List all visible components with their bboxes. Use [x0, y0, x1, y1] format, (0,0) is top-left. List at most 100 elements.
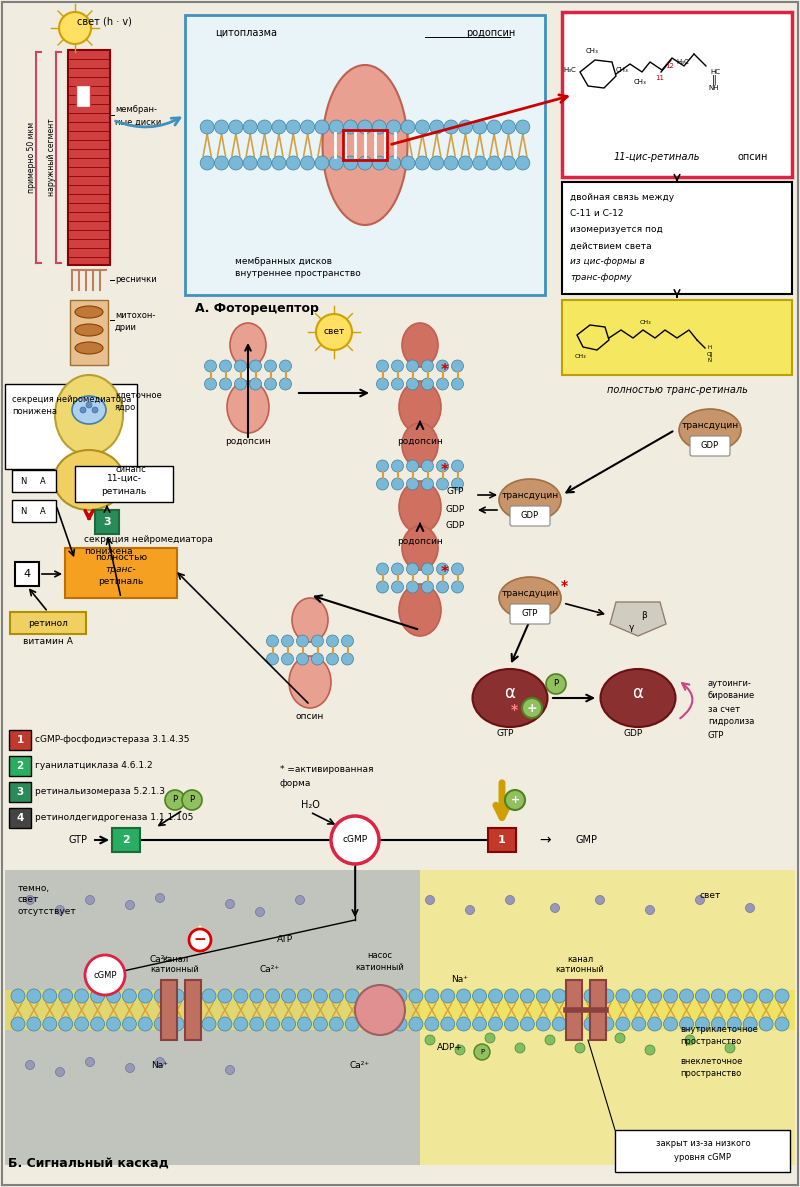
Text: CH₃: CH₃: [574, 355, 586, 360]
Circle shape: [344, 155, 358, 170]
Text: гидролиза: гидролиза: [708, 717, 754, 726]
Text: трансдуцин: трансдуцин: [682, 421, 738, 431]
Circle shape: [391, 563, 403, 575]
Circle shape: [86, 1058, 94, 1066]
Circle shape: [409, 989, 423, 1003]
Circle shape: [615, 1033, 625, 1043]
Circle shape: [266, 653, 278, 665]
Text: секреция нейромедиатора: секреция нейромедиатора: [12, 395, 131, 405]
Circle shape: [301, 155, 314, 170]
Circle shape: [568, 989, 582, 1003]
Circle shape: [645, 1045, 655, 1055]
Circle shape: [234, 377, 246, 391]
Circle shape: [27, 989, 41, 1003]
Circle shape: [451, 461, 463, 472]
Text: С-11 и С-12: С-11 и С-12: [570, 209, 623, 218]
Circle shape: [377, 580, 389, 594]
Text: GDP: GDP: [521, 512, 539, 521]
Text: ATP: ATP: [277, 935, 293, 945]
Text: CH₃: CH₃: [616, 66, 629, 72]
Circle shape: [415, 155, 430, 170]
Text: за счет: за счет: [708, 705, 740, 713]
Circle shape: [342, 653, 354, 665]
Circle shape: [170, 989, 184, 1003]
Ellipse shape: [499, 480, 561, 521]
Text: Б. Сигнальный каскад: Б. Сигнальный каскад: [8, 1157, 169, 1170]
Circle shape: [314, 1017, 327, 1032]
Circle shape: [616, 1017, 630, 1032]
Circle shape: [154, 1017, 168, 1032]
Circle shape: [458, 155, 473, 170]
Ellipse shape: [75, 342, 103, 354]
Circle shape: [282, 1017, 295, 1032]
Circle shape: [584, 989, 598, 1003]
Circle shape: [297, 653, 309, 665]
Circle shape: [466, 906, 474, 914]
Text: Ca²⁺: Ca²⁺: [350, 1060, 370, 1069]
Circle shape: [27, 1017, 41, 1032]
Circle shape: [487, 120, 501, 134]
Text: 12: 12: [666, 63, 674, 69]
Text: трансдуцин: трансдуцин: [502, 491, 558, 501]
Text: +: +: [526, 702, 538, 715]
Circle shape: [727, 1017, 742, 1032]
Circle shape: [437, 461, 449, 472]
Text: GDP: GDP: [623, 729, 642, 737]
FancyBboxPatch shape: [12, 470, 56, 491]
Circle shape: [74, 989, 89, 1003]
Circle shape: [266, 989, 280, 1003]
FancyBboxPatch shape: [510, 506, 550, 526]
Text: канал: канал: [162, 956, 188, 965]
Text: трансдуцин: трансдуцин: [502, 590, 558, 598]
Text: ретиналь: ретиналь: [102, 488, 146, 496]
Circle shape: [746, 903, 754, 913]
Circle shape: [441, 989, 454, 1003]
Text: 1: 1: [16, 735, 24, 745]
Circle shape: [258, 155, 271, 170]
Circle shape: [451, 563, 463, 575]
Circle shape: [377, 1017, 391, 1032]
Circle shape: [11, 1017, 25, 1032]
Circle shape: [218, 1017, 232, 1032]
Ellipse shape: [499, 577, 561, 618]
Text: темно,: темно,: [18, 883, 50, 893]
Text: Ca²⁺: Ca²⁺: [150, 956, 170, 965]
Text: из цис-формы в: из цис-формы в: [570, 258, 645, 267]
Circle shape: [282, 989, 295, 1003]
Text: H₃C: H₃C: [563, 66, 576, 72]
Circle shape: [90, 1017, 105, 1032]
Text: *: *: [441, 362, 449, 377]
Circle shape: [695, 895, 705, 904]
FancyBboxPatch shape: [9, 756, 31, 776]
Text: примерно 50 мкм: примерно 50 мкм: [27, 122, 37, 193]
FancyBboxPatch shape: [76, 85, 90, 107]
Circle shape: [355, 985, 405, 1035]
Circle shape: [182, 791, 202, 810]
Circle shape: [80, 407, 86, 413]
Text: cGMP: cGMP: [94, 971, 117, 979]
Circle shape: [311, 635, 323, 647]
Text: дрии: дрии: [115, 323, 137, 331]
Text: Na⁺: Na⁺: [151, 1060, 169, 1069]
Circle shape: [106, 1017, 121, 1032]
Circle shape: [126, 901, 134, 909]
Ellipse shape: [399, 584, 441, 636]
FancyBboxPatch shape: [185, 980, 201, 1040]
Text: мембранных дисков: мембранных дисков: [235, 256, 332, 266]
Text: −: −: [194, 933, 206, 947]
Circle shape: [487, 155, 501, 170]
Circle shape: [520, 1017, 534, 1032]
Text: катионный: катионный: [556, 965, 604, 975]
Circle shape: [711, 989, 726, 1003]
FancyBboxPatch shape: [562, 300, 792, 375]
Circle shape: [451, 478, 463, 490]
Circle shape: [170, 1017, 184, 1032]
Text: P: P: [480, 1049, 484, 1055]
Circle shape: [430, 155, 444, 170]
Circle shape: [243, 155, 258, 170]
Text: H
C‖
N: H C‖ N: [707, 345, 714, 362]
Circle shape: [422, 360, 434, 372]
Circle shape: [202, 1017, 216, 1032]
Circle shape: [473, 155, 486, 170]
Text: * =активированная: * =активированная: [280, 766, 374, 774]
